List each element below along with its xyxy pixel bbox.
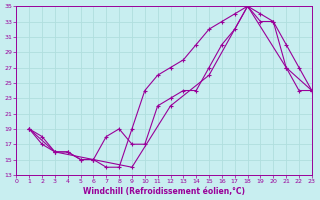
X-axis label: Windchill (Refroidissement éolien,°C): Windchill (Refroidissement éolien,°C) — [83, 187, 245, 196]
